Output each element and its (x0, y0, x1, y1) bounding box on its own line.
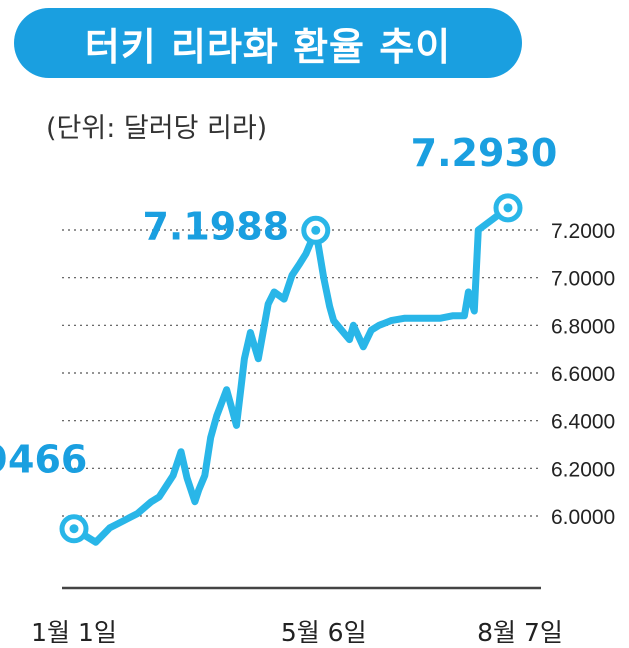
y-tick-label: 7.0000 (551, 268, 615, 291)
y-tick-label: 6.4000 (551, 411, 615, 434)
y-tick-label: 6.2000 (551, 458, 615, 481)
y-tick-label: 7.2000 (551, 220, 615, 243)
x-tick-label: 1월 1일 (31, 618, 117, 647)
y-tick-labels: 6.0000 6.2000 6.4000 6.6000 6.8000 7.0000 7.20… (551, 220, 615, 529)
annotation-marker-dot (311, 225, 321, 235)
annotation-markers (59, 193, 523, 544)
y-tick-label: 6.0000 (551, 506, 615, 529)
x-tick-label: 8월 7일 (477, 618, 563, 647)
y-tick-label: 6.6000 (551, 363, 615, 386)
x-tick-labels: 1월 1일 5월 6일 8월 7일 (31, 618, 563, 647)
chart-title: 터키 리라화 환율 추이 (14, 8, 522, 78)
annotation-marker-dot (69, 524, 79, 534)
unit-note: (단위: 달러당 리라) (46, 113, 268, 144)
series-line-try-usd (70, 204, 512, 546)
annotation-marker-dot (503, 203, 513, 213)
y-tick-label: 6.8000 (551, 315, 615, 338)
annotation-label: 7.1988 (142, 204, 289, 248)
annotation-label: 7.2930 (411, 131, 558, 175)
annotation-label: 5.9466 (0, 438, 87, 482)
grid-lines (62, 229, 540, 517)
annotation-labels: 5.9466 7.1988 7.2930 (0, 131, 557, 482)
x-tick-label: 5월 6일 (281, 618, 367, 647)
